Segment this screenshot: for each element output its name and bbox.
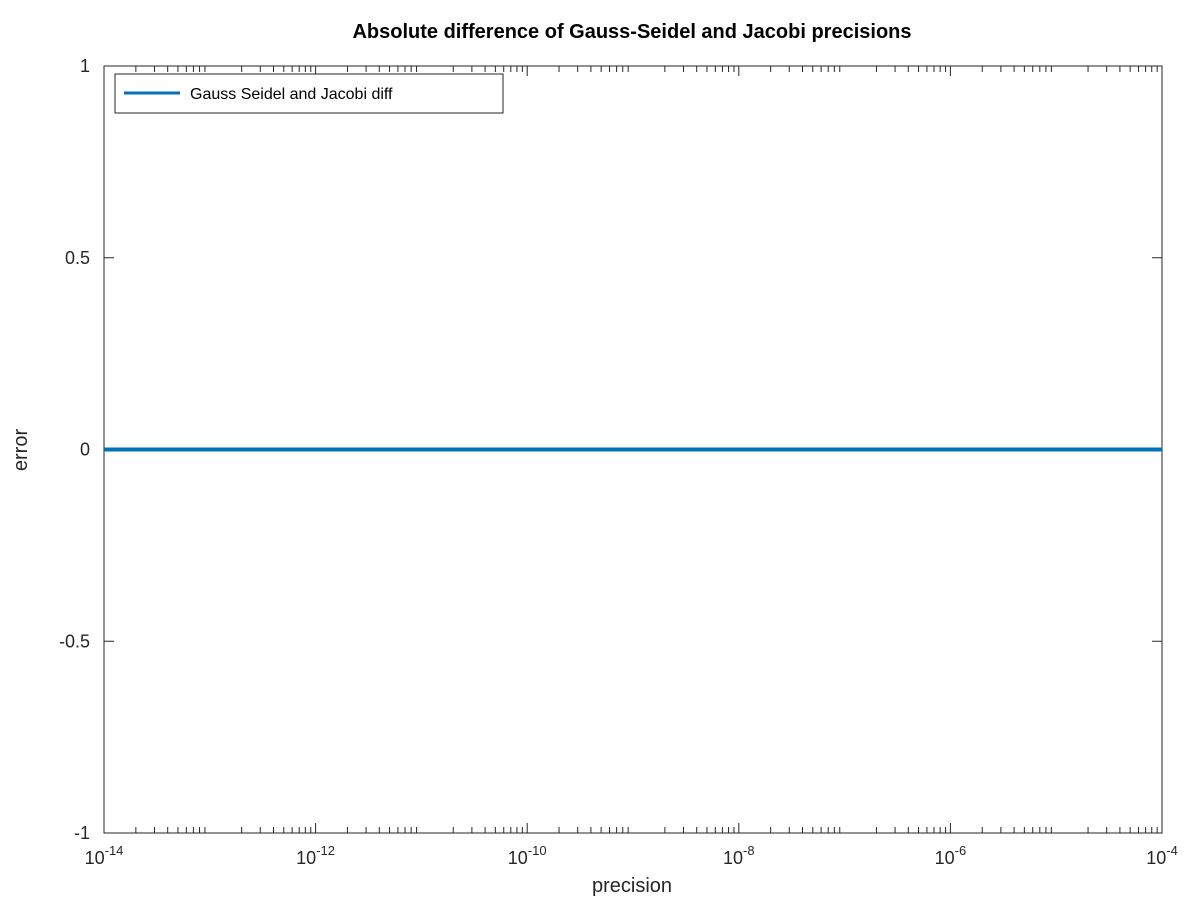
y-tick-label: 0 — [80, 440, 90, 460]
y-tick-label: -0.5 — [59, 631, 90, 651]
x-tick-label: 10-8 — [723, 843, 755, 868]
x-tick-base: 10 — [85, 848, 105, 868]
x-tick-label: 10-12 — [296, 843, 335, 868]
y-tick-label: -1 — [74, 823, 90, 843]
axis-ticks: 10-14 10-12 10-10 10-8 10-6 10-410.50-0.5-1 — [59, 56, 1178, 868]
x-tick-base: 10 — [723, 848, 743, 868]
legend: Gauss Seidel and Jacobi diff — [114, 73, 504, 114]
x-axis-label: precision — [592, 875, 672, 897]
x-tick-label: 10-14 — [85, 843, 124, 868]
x-tick-exponent: -4 — [1166, 843, 1178, 858]
x-tick-label: 10-4 — [1146, 843, 1178, 868]
y-axis-label: error — [10, 429, 32, 472]
x-tick-base: 10 — [1146, 848, 1166, 868]
x-tick-label: 10-6 — [935, 843, 967, 868]
y-tick-label: 0.5 — [65, 248, 90, 268]
x-tick-exponent: -10 — [528, 843, 547, 858]
x-tick-base: 10 — [508, 848, 528, 868]
x-tick-base: 10 — [935, 848, 955, 868]
y-tick-label: 1 — [80, 56, 90, 76]
chart-title: Absolute difference of Gauss-Seidel and … — [352, 21, 911, 43]
x-tick-exponent: -8 — [743, 843, 755, 858]
legend-label: Gauss Seidel and Jacobi diff — [190, 86, 393, 103]
x-tick-exponent: -12 — [316, 843, 335, 858]
x-tick-exponent: -14 — [105, 843, 124, 858]
x-tick-exponent: -6 — [955, 843, 967, 858]
x-tick-label: 10-10 — [508, 843, 547, 868]
x-tick-base: 10 — [296, 848, 316, 868]
